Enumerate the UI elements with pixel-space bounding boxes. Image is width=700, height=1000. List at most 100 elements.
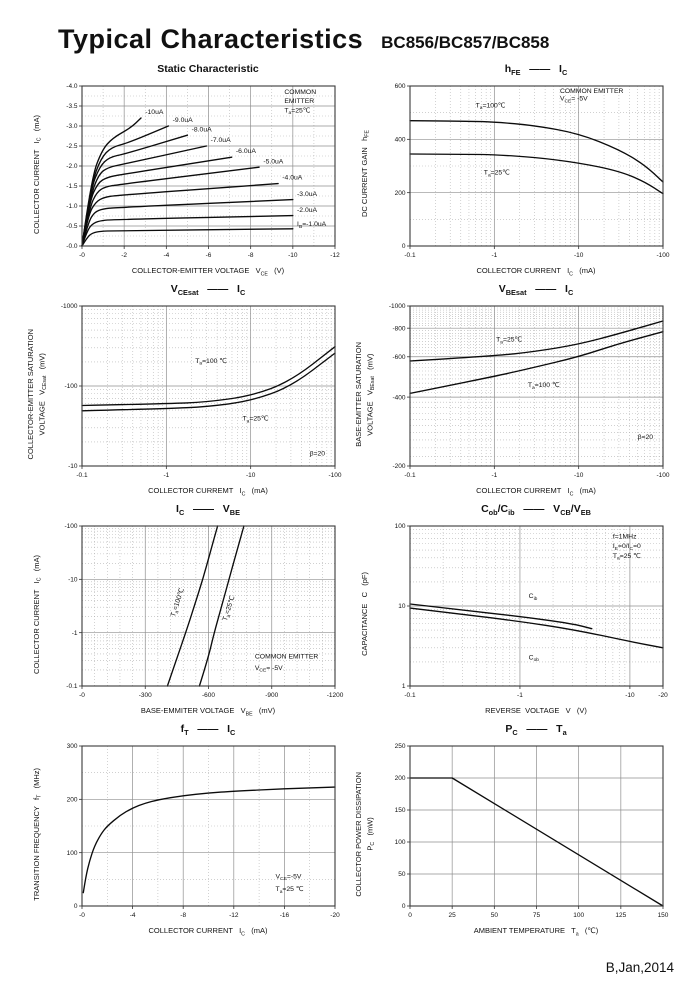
svg-text:100: 100: [395, 839, 406, 846]
y-axis-label: COLLECTOR CURRENT IC (mA): [31, 554, 43, 674]
grid: [82, 746, 335, 906]
series: [409, 603, 664, 649]
svg-text:-2.5: -2.5: [66, 143, 78, 150]
svg-text:-10: -10: [574, 252, 584, 259]
series-IB=-5.0uA: [81, 166, 260, 247]
svg-text:-7.0uA: -7.0uA: [211, 137, 231, 144]
grid: [410, 306, 663, 466]
series: [409, 777, 664, 907]
page-title: Typical Characteristics: [58, 24, 364, 54]
axis-ticks: 0 25 50 75 100 125 150 0 50 100 150 200 250: [395, 743, 669, 919]
y-axis-label: COLLECTOR CURRENT IC (mA): [31, 114, 43, 234]
svg-text:-0.1: -0.1: [66, 683, 78, 690]
svg-text:Ta=25 ℃: Ta=25 ℃: [613, 553, 641, 562]
chart-vcesat-vs-ic: VCEsat —— IC COLLECTOR-EMITTER SATURATION…: [22, 283, 350, 503]
svg-text:VCE=-5V: VCE=-5V: [276, 873, 302, 882]
svg-text:Ta=25℃: Ta=25℃: [242, 416, 268, 425]
svg-text:β=20: β=20: [638, 434, 654, 441]
series-IB=-1.0uA: [81, 228, 294, 247]
svg-text:400: 400: [395, 137, 406, 144]
chart-cob-cib-vs-voltage: Cob/Cib —— VCB/VEB CAPACITANCE C (pF) -0.1…: [350, 503, 678, 723]
svg-text:Cib: Cib: [529, 593, 538, 602]
chart-pc-vs-ta: PC —— Ta COLLECTOR POWER DISSIPATION PC (m…: [350, 723, 678, 943]
svg-text:-0.1: -0.1: [404, 252, 416, 259]
svg-text:-0.1: -0.1: [404, 692, 416, 699]
svg-text:200: 200: [395, 190, 406, 197]
svg-text:-2: -2: [121, 252, 127, 259]
svg-text:-4.0uA: -4.0uA: [282, 175, 302, 182]
svg-text:-0.0: -0.0: [66, 243, 78, 250]
svg-text:-1: -1: [517, 692, 523, 699]
svg-text:25: 25: [449, 912, 457, 919]
svg-text:-100: -100: [328, 472, 341, 479]
device-names: BC856/BC857/BC858: [381, 33, 550, 52]
axis-ticks: -0 -4 -8 -12 -16 -20 0 100 200 300: [67, 743, 340, 919]
x-axis-label: AMBIENT TEMPERATURE Ta (℃): [473, 926, 599, 938]
series: [409, 120, 664, 195]
series-IB=-8.0uA: [81, 134, 189, 247]
series-Cib: [409, 603, 593, 630]
page-header: Typical Characteristics BC856/BC857/BC85…: [0, 0, 700, 55]
series-IB=-7.0uA: [81, 145, 208, 247]
plot-area: -0.1 -1 -10 -100 0 200 400 600 Ta=100℃ Ta=25℃ COMM…: [395, 83, 670, 259]
svg-text:-1.5: -1.5: [66, 183, 78, 190]
series-Ta=100C: [409, 120, 664, 183]
svg-text:-10: -10: [68, 463, 78, 470]
series-IB=-10uA: [81, 117, 142, 247]
plot-area: -0 -300 -600 -900 -1200-0.1-1-10-100Ta=100℃T…: [64, 523, 343, 699]
svg-text:-4: -4: [130, 912, 136, 919]
plot-border: [409, 305, 664, 467]
svg-text:-0: -0: [79, 252, 85, 259]
svg-text:IE=0/IC=0: IE=0/IC=0: [613, 543, 641, 552]
axis-ticks: -0.1 -1 -10 -100 0 200 400 600: [395, 83, 670, 259]
svg-text:-10: -10: [625, 692, 635, 699]
revision-date: B,Jan,2014: [605, 960, 674, 975]
svg-text:β=20: β=20: [310, 451, 326, 458]
svg-text:0: 0: [402, 243, 406, 250]
svg-text:-1: -1: [491, 472, 497, 479]
chart-title: hFE —— IC: [504, 63, 568, 78]
svg-text:-100: -100: [64, 383, 77, 390]
svg-text:-3.5: -3.5: [66, 103, 78, 110]
svg-text:300: 300: [67, 743, 78, 750]
svg-text:100: 100: [573, 912, 584, 919]
chart-ft-vs-ic: fT —— IC TRANSITION FREQUENCY fT (MHz) -0-…: [22, 723, 350, 943]
series-IB=-4.0uA: [81, 182, 279, 247]
svg-text:Ta=25℃: Ta=25℃: [496, 336, 522, 345]
series: [81, 346, 336, 412]
svg-text:Ta=100℃: Ta=100℃: [476, 102, 506, 111]
x-axis-label: REVERSE VOLTAGE V (V): [485, 706, 587, 715]
svg-text:-200: -200: [392, 463, 405, 470]
x-axis-label: COLLECTOR-EMITTER VOLTAGE VCE (V): [131, 266, 285, 278]
grid: [82, 526, 335, 686]
svg-text:-10: -10: [246, 472, 256, 479]
axis-ticks: -0.1 -1 -10 -20 1 10 100: [395, 523, 668, 699]
svg-text:-1: -1: [163, 472, 169, 479]
svg-text:-400: -400: [392, 394, 405, 401]
svg-text:-8.0uA: -8.0uA: [192, 127, 212, 134]
plot-area: -0 -2 -4 -6 -8 -10 -12 -0.0 -0.5 -1.0 -1.5 -2.0 -2.5…: [66, 83, 340, 259]
svg-text:-10: -10: [288, 252, 298, 259]
chart-title: Static Characteristic: [157, 63, 259, 75]
svg-text:IB=-1.0uA: IB=-1.0uA: [297, 221, 327, 230]
svg-text:-10: -10: [68, 577, 78, 584]
svg-text:VCE= -5V: VCE= -5V: [255, 665, 283, 674]
chart-hfe-vs-ic: hFE —— IC DC CURRENT GAIN hFE -0.1 -1 -10 -10…: [350, 63, 678, 283]
series-Cob: [409, 607, 664, 649]
svg-text:Ta=25 ℃: Ta=25 ℃: [276, 886, 304, 895]
plot-area: 0 25 50 75 100 125 150 0 50 100 150 200 250: [395, 743, 669, 919]
svg-text:150: 150: [658, 912, 669, 919]
svg-text:Cob: Cob: [529, 654, 540, 663]
series-Ta=25C: [409, 153, 664, 195]
x-axis-label: COLLECTOR CURRENT IC (mA): [476, 266, 596, 278]
svg-text:-8: -8: [180, 912, 186, 919]
svg-text:-10: -10: [574, 472, 584, 479]
svg-text:-1000: -1000: [389, 303, 406, 310]
svg-text:-0.1: -0.1: [76, 472, 88, 479]
axis-ticks: -0.1 -1 -10 -100 -10 -100 -1000: [61, 303, 342, 479]
svg-text:-6.0uA: -6.0uA: [236, 148, 256, 155]
chart-static-characteristic: Static Characteristic COLLECTOR CURRENT I…: [22, 63, 350, 283]
svg-text:75: 75: [533, 912, 541, 919]
svg-text:-1.0: -1.0: [66, 203, 78, 210]
series: [82, 786, 336, 894]
